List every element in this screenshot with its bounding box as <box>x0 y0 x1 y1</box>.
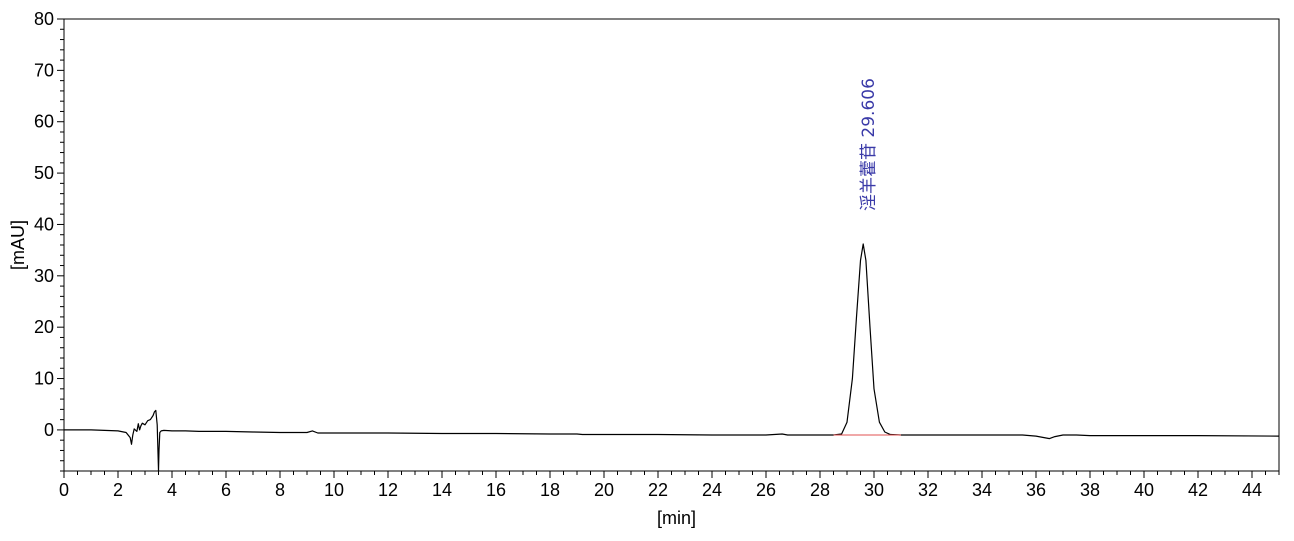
x-tick-label: 4 <box>167 480 177 500</box>
x-tick-label: 28 <box>810 480 830 500</box>
x-tick-label: 34 <box>972 480 992 500</box>
peak-annotation: 淫羊藿苷 29.606 <box>859 78 879 211</box>
y-tick-label: 40 <box>34 214 54 234</box>
x-tick-label: 10 <box>324 480 344 500</box>
x-tick-label: 44 <box>1242 480 1262 500</box>
x-tick-label: 42 <box>1188 480 1208 500</box>
y-tick-label: 60 <box>34 112 54 132</box>
x-tick-label: 16 <box>486 480 506 500</box>
x-tick-label: 18 <box>540 480 560 500</box>
x-tick-label: 32 <box>918 480 938 500</box>
x-tick-label: 22 <box>648 480 668 500</box>
x-tick-label: 26 <box>756 480 776 500</box>
x-tick-label: 38 <box>1080 480 1100 500</box>
y-tick-label: 80 <box>34 9 54 29</box>
x-tick-label: 2 <box>113 480 123 500</box>
y-tick-label: 10 <box>34 369 54 389</box>
y-tick-label: 20 <box>34 317 54 337</box>
x-tick-label: 8 <box>275 480 285 500</box>
x-tick-label: 40 <box>1134 480 1154 500</box>
plot-frame <box>63 18 1280 472</box>
y-tick-label: 70 <box>34 60 54 80</box>
y-tick-label: 30 <box>34 266 54 286</box>
y-axis-label: [mAU] <box>8 220 28 270</box>
ticks-layer <box>57 18 1280 478</box>
tick-labels-layer: 0 2 4 6 8 10 12 14 16 18 20 22 24 26 28 30 32 34 36 38 40 42 4… <box>34 9 1262 500</box>
x-tick-label: 6 <box>221 480 231 500</box>
x-tick-label: 24 <box>702 480 722 500</box>
x-tick-label: 0 <box>59 480 69 500</box>
y-tick-label: 0 <box>44 420 54 440</box>
x-tick-label: 14 <box>432 480 452 500</box>
x-axis-label: [min] <box>657 508 696 528</box>
x-tick-label: 12 <box>378 480 398 500</box>
chromatogram-trace <box>64 243 1280 472</box>
trace-layer <box>64 243 1280 472</box>
x-tick-label: 30 <box>864 480 884 500</box>
x-tick-label: 20 <box>594 480 614 500</box>
x-tick-label: 36 <box>1026 480 1046 500</box>
y-tick-label: 50 <box>34 163 54 183</box>
